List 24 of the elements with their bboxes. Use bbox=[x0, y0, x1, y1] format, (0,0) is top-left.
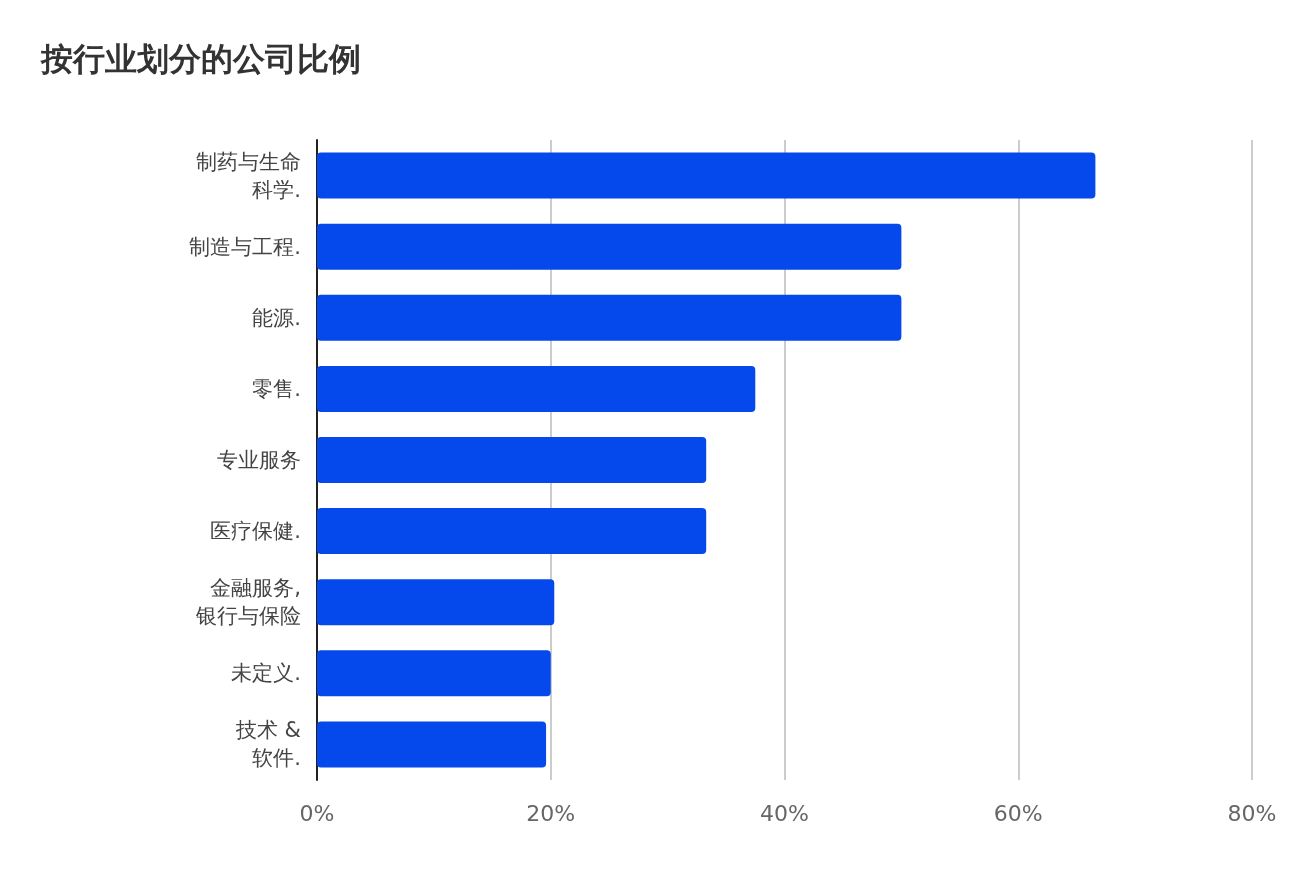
bar bbox=[317, 508, 707, 555]
bar bbox=[317, 152, 1096, 199]
y-tick-label: 技术 & 软件. bbox=[234, 718, 301, 771]
y-tick-label: 制造与工程. bbox=[189, 234, 301, 259]
x-tick-label: 40% bbox=[760, 800, 809, 826]
y-tick-label: 金融服务, 银行与保险 bbox=[195, 576, 301, 629]
x-tick-label: 20% bbox=[526, 800, 576, 826]
y-tick-label: 零售. bbox=[252, 376, 301, 401]
x-tick-label: 80% bbox=[1227, 800, 1277, 826]
y-tick-label: 未定义. bbox=[231, 661, 301, 686]
chart-title: 按行业划分的公司比例 bbox=[40, 40, 361, 78]
bar bbox=[317, 650, 551, 697]
bar bbox=[317, 365, 756, 412]
bar bbox=[317, 223, 902, 270]
bar bbox=[317, 721, 547, 768]
bar bbox=[317, 579, 555, 626]
y-tick-label: 专业服务 bbox=[217, 448, 301, 472]
bar bbox=[317, 294, 902, 341]
x-tick-label: 60% bbox=[993, 800, 1043, 826]
x-tick-label: 0% bbox=[299, 800, 335, 826]
y-tick-label: 能源. bbox=[252, 305, 301, 330]
y-tick-label: 制药与生命科学. bbox=[196, 149, 301, 202]
y-tick-label: 医疗保健. bbox=[210, 519, 301, 544]
bar bbox=[317, 437, 707, 483]
